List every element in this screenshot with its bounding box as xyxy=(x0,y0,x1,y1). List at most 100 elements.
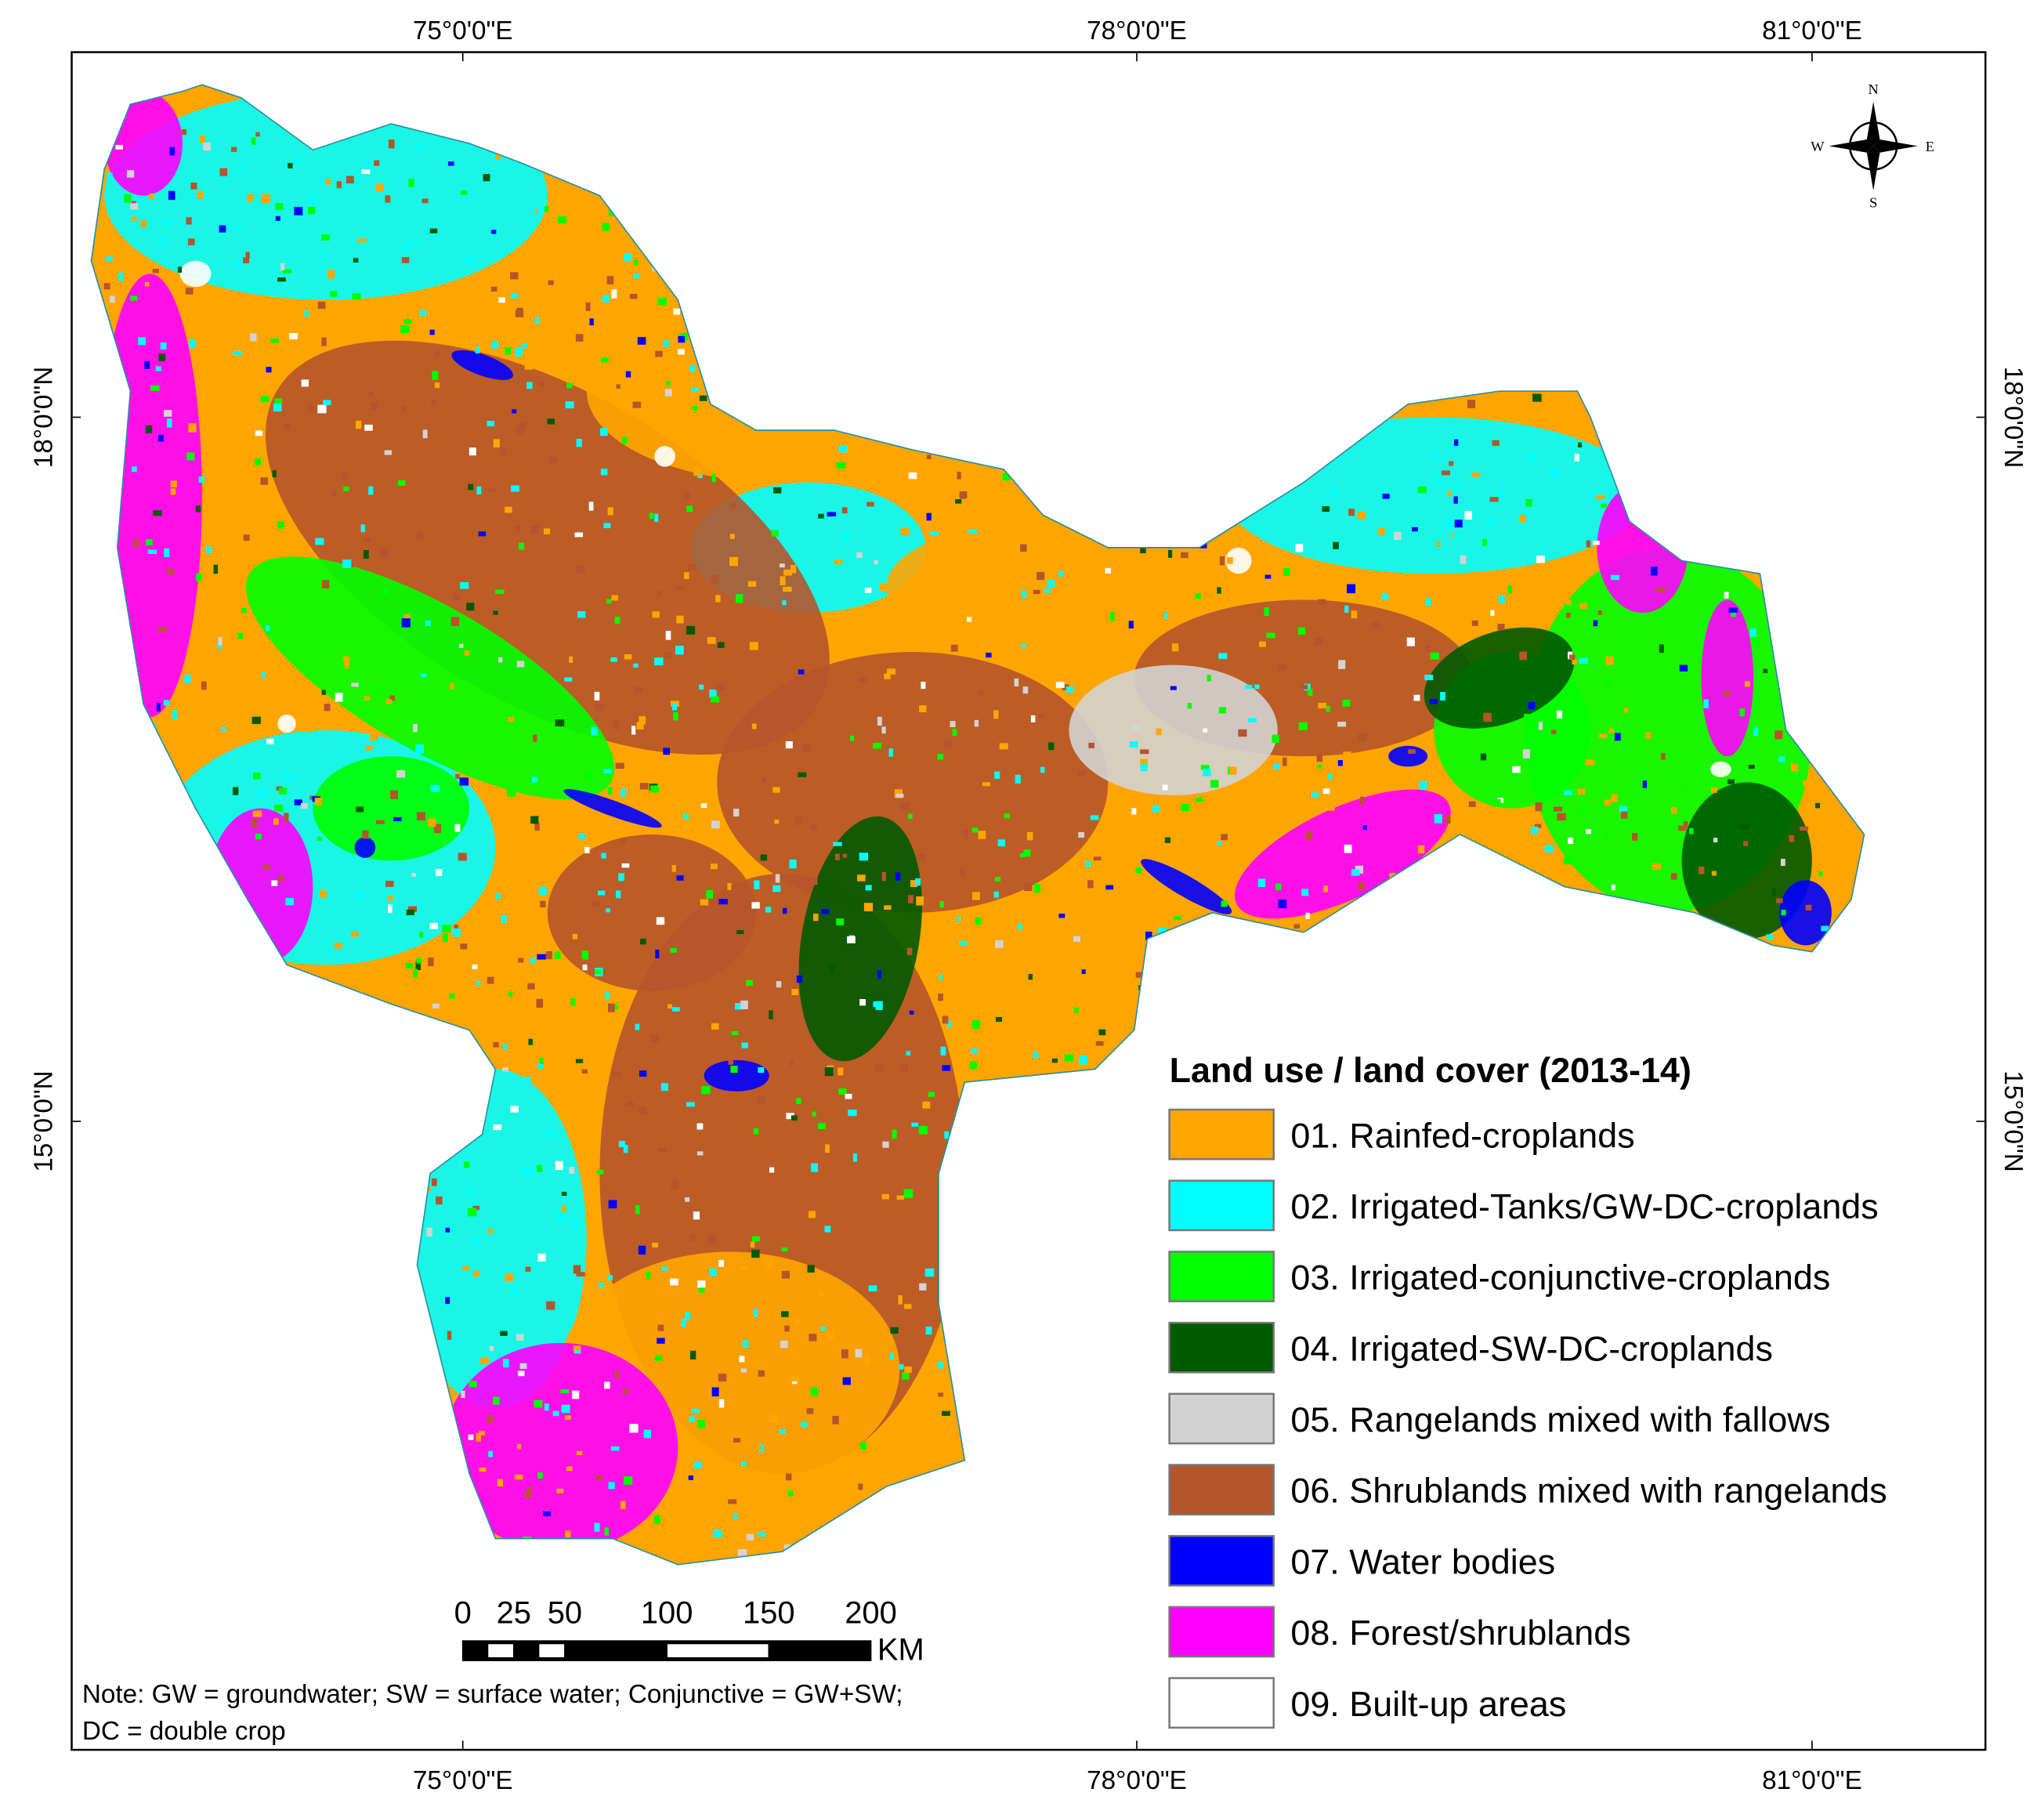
land-speckle xyxy=(1781,910,1786,916)
land-speckle xyxy=(858,1483,863,1490)
land-speckle xyxy=(156,702,161,711)
land-speckle xyxy=(693,1461,703,1468)
land-speckle xyxy=(327,270,335,279)
land-speckle xyxy=(505,506,512,513)
land-speckle xyxy=(1424,675,1434,681)
land-speckle xyxy=(943,740,952,749)
land-speckle xyxy=(1605,656,1614,665)
land-speckle xyxy=(1815,802,1820,809)
land-speckle xyxy=(1553,806,1563,812)
land-speckle xyxy=(544,1403,549,1411)
land-speckle xyxy=(181,129,187,136)
scale-label: 100 xyxy=(641,1596,693,1631)
land-patch xyxy=(1779,880,1832,946)
land-speckle xyxy=(454,824,461,832)
land-speckle xyxy=(812,878,818,885)
land-speckle xyxy=(1021,590,1027,598)
land-speckle xyxy=(554,951,561,959)
land-speckle xyxy=(600,428,608,436)
land-speckle xyxy=(1004,813,1011,819)
land-speckle xyxy=(408,178,414,187)
land-speckle xyxy=(633,273,641,279)
land-speckle xyxy=(1748,764,1755,769)
land-speckle xyxy=(411,872,417,878)
land-speckle xyxy=(511,1288,517,1297)
land-speckle xyxy=(512,409,517,414)
land-speckle xyxy=(1455,483,1460,490)
land-speckle xyxy=(472,964,478,969)
land-speckle xyxy=(751,1249,760,1258)
land-speckle xyxy=(1140,749,1149,755)
land-speckle xyxy=(1055,682,1065,689)
land-speckle xyxy=(1620,811,1628,819)
land-speckle xyxy=(903,802,910,810)
land-speckle xyxy=(894,789,903,798)
legend-swatch xyxy=(1168,1321,1275,1374)
land-speckle xyxy=(301,379,309,387)
land-speckle xyxy=(733,1438,741,1443)
land-speckle xyxy=(573,1091,580,1095)
land-speckle xyxy=(610,1446,620,1451)
land-speckle xyxy=(1489,816,1499,824)
land-speckle xyxy=(415,744,425,754)
land-speckle xyxy=(1385,588,1394,592)
land-speckle xyxy=(517,1443,522,1450)
land-speckle xyxy=(1014,678,1019,686)
land-speckle xyxy=(1579,657,1588,664)
land-speckle xyxy=(490,230,497,234)
land-speckle xyxy=(1322,505,1330,512)
land-speckle xyxy=(842,853,848,858)
land-speckle xyxy=(534,823,540,831)
land-speckle xyxy=(781,1311,789,1317)
land-speckle xyxy=(718,899,728,905)
land-speckle xyxy=(881,871,886,882)
compass-n: N xyxy=(1869,81,1879,97)
land-speckle xyxy=(375,686,382,693)
land-speckle xyxy=(352,293,361,300)
land-speckle xyxy=(1586,540,1591,548)
land-speckle xyxy=(906,1051,911,1055)
land-speckle xyxy=(877,716,882,726)
land-speckle xyxy=(821,909,830,914)
land-speckle xyxy=(919,705,927,712)
land-speckle xyxy=(740,1368,747,1373)
land-speckle xyxy=(1295,544,1304,552)
land-speckle xyxy=(1039,713,1045,719)
land-speckle xyxy=(838,1088,847,1095)
land-speckle xyxy=(711,1387,719,1397)
land-speckle xyxy=(859,853,869,861)
land-speckle xyxy=(856,552,863,559)
legend-label: 08. Forest/shrublands xyxy=(1290,1613,1630,1653)
land-speckle xyxy=(1711,788,1717,793)
legend-label: 09. Built-up areas xyxy=(1290,1684,1566,1724)
land-speckle xyxy=(915,878,921,886)
land-speckle xyxy=(1283,567,1290,577)
land-speckle xyxy=(842,532,849,541)
land-speckle xyxy=(479,1000,486,1008)
land-speckle xyxy=(314,797,323,806)
land-speckle xyxy=(321,580,330,588)
land-speckle xyxy=(1434,452,1438,458)
land-speckle xyxy=(382,588,388,595)
land-speckle xyxy=(613,1070,621,1077)
land-speckle xyxy=(1181,552,1188,559)
land-speckle xyxy=(639,715,646,725)
land-speckle xyxy=(718,1374,727,1382)
land-speckle xyxy=(205,546,212,553)
land-speckle xyxy=(285,897,294,906)
land-speckle xyxy=(480,1356,490,1364)
legend-swatch xyxy=(1168,1392,1275,1445)
land-speckle xyxy=(342,559,352,568)
land-speckle xyxy=(1140,759,1149,767)
land-speckle xyxy=(835,853,840,860)
land-speckle xyxy=(189,339,197,349)
land-speckle xyxy=(811,1163,819,1172)
land-speckle xyxy=(1359,796,1365,805)
land-speckle xyxy=(706,889,714,899)
land-speckle xyxy=(1156,728,1162,736)
land-speckle xyxy=(1020,544,1027,552)
land-speckle xyxy=(711,1023,719,1030)
land-speckle xyxy=(857,874,866,882)
land-speckle xyxy=(790,1115,798,1121)
